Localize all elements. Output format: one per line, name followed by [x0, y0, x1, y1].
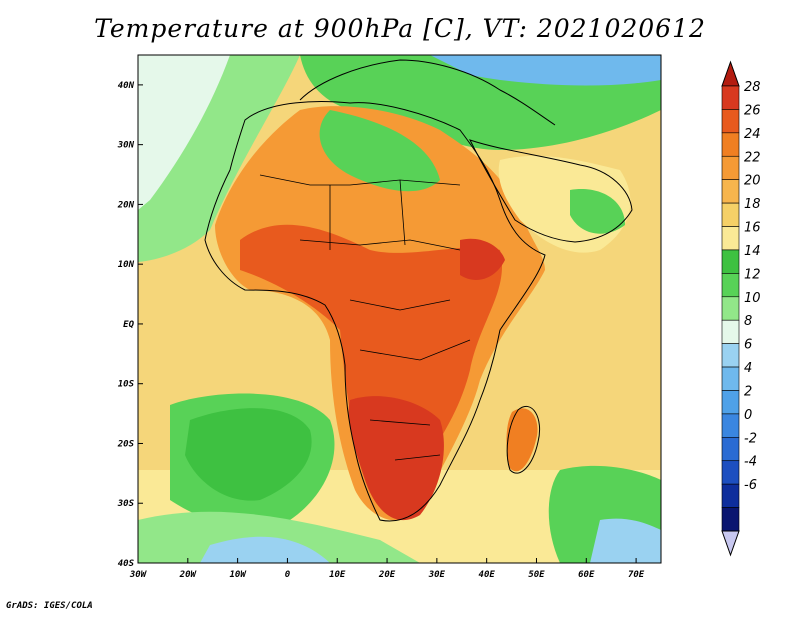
lon-tick-label: 30W	[129, 570, 148, 580]
lon-tick-label: 70E	[628, 570, 645, 580]
south-cold-core	[200, 536, 330, 563]
colorbar-level-label: 22	[744, 150, 761, 165]
lat-tick-label: 40N	[118, 81, 135, 91]
lat-tick-label: 20S	[117, 439, 135, 449]
colorbar-swatch	[721, 460, 740, 485]
colorbar-swatch	[721, 155, 740, 180]
colorbar-level-label: 0	[744, 408, 752, 423]
colorbar-swatch	[721, 390, 740, 415]
colorbar-level-label: 10	[744, 291, 761, 306]
colorbar-level-label: 18	[744, 197, 761, 212]
lon-tick-label: 50E	[528, 570, 545, 580]
colorbar-swatch	[721, 437, 740, 462]
colorbar-level-label: 12	[744, 267, 761, 282]
lon-tick-label: 10W	[229, 570, 247, 580]
north-atlantic-cold-core	[138, 55, 230, 210]
colorbar-swatch	[721, 226, 740, 251]
latitude-axis: 40N 30N 20N 10N EQ 10S 20S 30S 40S	[117, 81, 143, 569]
lon-tick-label: 60E	[578, 570, 595, 580]
plot-area	[138, 55, 661, 563]
lon-tick-label: 10E	[329, 570, 346, 580]
madagascar-coastline	[506, 405, 541, 474]
lon-tick-label: 40E	[479, 570, 496, 580]
indian-ocean-cold-core	[590, 518, 661, 563]
lon-tick-label: 20E	[378, 570, 396, 580]
sahara-cool-zone	[319, 110, 440, 192]
colorbar-swatch	[721, 483, 740, 508]
longitude-axis: 30W 20W 10W 0 10E 20E 30E 40E 50E 60E 70E	[129, 558, 645, 580]
colorbar-level-label: -2	[744, 431, 757, 446]
colorbar-swatch	[721, 319, 740, 344]
colorbar-level-label: 28	[744, 80, 761, 95]
colorbar-level-label: -6	[744, 478, 757, 493]
lat-tick-label: 30N	[117, 141, 135, 151]
lon-tick-label: 30E	[428, 570, 446, 580]
colorbar-swatch	[721, 132, 740, 157]
colorbar-level-label: 2	[744, 384, 752, 399]
colorbar-swatch	[721, 366, 740, 391]
colorbar-level-label: 14	[744, 244, 761, 259]
lat-tick-label: EQ	[123, 320, 134, 330]
plot-frame	[137, 54, 662, 564]
colorbar-level-label: 6	[744, 338, 752, 353]
europe-cold-core	[430, 55, 661, 86]
colorbar-bottom-arrow	[721, 530, 740, 557]
colorbar-swatch	[721, 109, 740, 134]
southern-africa-hot-core	[348, 396, 444, 521]
lat-tick-label: 20N	[117, 200, 135, 210]
grads-credit: GrADS: IGES/COLA	[6, 601, 93, 611]
colorbar-swatch	[721, 343, 740, 368]
internal-borders	[259, 174, 471, 461]
lat-tick-label: 10S	[118, 380, 135, 390]
colorbar-level-label: 16	[744, 221, 761, 236]
arabian-green-zone	[570, 189, 625, 234]
lon-tick-label: 20W	[179, 570, 198, 580]
colorbar-level-label: 26	[744, 103, 761, 118]
lat-tick-label: 30S	[117, 499, 135, 509]
lon-tick-label: 0	[285, 570, 291, 580]
madagascar-warm-zone	[506, 408, 538, 472]
colorbar-swatch	[721, 249, 740, 274]
africa-coastline	[204, 101, 546, 522]
europe-coastline	[299, 59, 556, 126]
lat-tick-label: 10N	[118, 260, 135, 270]
map-title: Temperature at 900hPa [C], VT: 202102061…	[94, 14, 706, 43]
colorbar-level-label: -4	[744, 455, 757, 470]
colorbar-swatch	[721, 507, 740, 532]
colorbar-swatch	[721, 179, 740, 204]
colorbar-level-label: 24	[744, 127, 761, 142]
arabia-coastline	[469, 139, 633, 243]
east-africa-hot-core	[460, 238, 505, 280]
colorbar-swatch	[721, 202, 740, 227]
colorbar-level-label: 8	[744, 314, 752, 329]
colorbar-swatch	[721, 296, 740, 321]
colorbar-level-label: 4	[744, 361, 752, 376]
colorbar-swatch	[721, 85, 740, 110]
lat-tick-label: 40S	[118, 559, 135, 569]
colorbar-level-label: 20	[744, 174, 761, 189]
colorbar-swatch	[721, 273, 740, 298]
south-atlantic-green-core	[185, 408, 312, 501]
colorbar-top-arrow	[721, 60, 740, 87]
colorbar-swatch	[721, 413, 740, 438]
